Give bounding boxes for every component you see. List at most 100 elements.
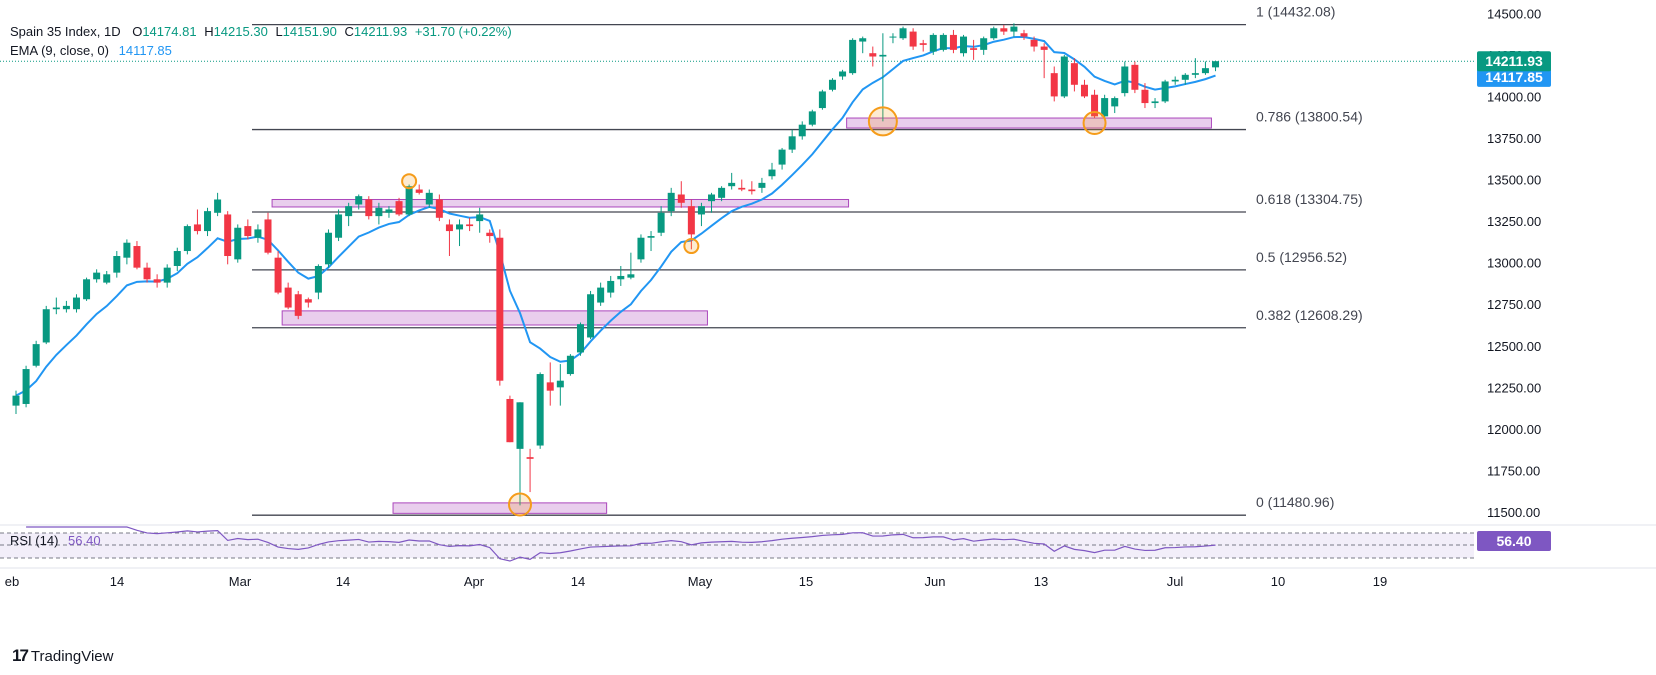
candle-body: [899, 28, 907, 39]
candle-body: [597, 287, 605, 303]
candle-body: [687, 206, 695, 235]
candle-body: [32, 344, 40, 366]
candle-body: [1010, 26, 1018, 32]
price-tick-label: 13250.00: [1487, 214, 1541, 229]
fib-level-label: 0.382 (12608.29): [1256, 307, 1363, 323]
candle-body: [435, 199, 443, 218]
highlight-circle: [683, 238, 700, 255]
open-label: O: [132, 24, 143, 39]
support-resistance-zone: [281, 310, 708, 326]
time-tick-label: Jun: [925, 574, 946, 589]
symbol-title[interactable]: Spain 35 Index, 1D: [10, 24, 121, 39]
candle-body: [1181, 74, 1189, 80]
candle-body: [798, 124, 806, 137]
time-tick-label: 14: [571, 574, 585, 589]
candle-body: [1080, 84, 1088, 97]
candle-body: [576, 324, 584, 353]
time-tick-label: 15: [799, 574, 813, 589]
candle-body: [1101, 98, 1109, 117]
candle-body: [778, 149, 786, 165]
candle-body: [788, 136, 796, 150]
candle-body: [869, 53, 877, 57]
candle-body: [284, 287, 292, 308]
rsi-legend: RSI (14) 56.40: [10, 533, 101, 548]
candle-body: [556, 380, 564, 388]
candle-body: [133, 246, 141, 268]
price-axis-bg: [1474, 0, 1656, 675]
candle-body: [1030, 39, 1038, 47]
time-tick-label: Jul: [1167, 574, 1184, 589]
candle-body: [758, 182, 766, 188]
candle-body: [163, 267, 171, 283]
candle-body: [1111, 98, 1119, 107]
candle-body: [214, 199, 222, 213]
candle-body: [22, 369, 30, 404]
candle-body: [375, 207, 383, 217]
candle-body: [980, 38, 988, 50]
candle-body: [425, 192, 433, 205]
candle-body: [627, 274, 635, 278]
candle-body: [304, 299, 312, 303]
candle-body: [1212, 61, 1220, 68]
price-tick-label: 12250.00: [1487, 380, 1541, 395]
ema-line: [15, 35, 1216, 397]
price-tick-label: 12000.00: [1487, 422, 1541, 437]
candle-body: [1060, 56, 1068, 97]
ema-price-tag: 14117.85: [1485, 69, 1543, 85]
candle-body: [1171, 79, 1179, 82]
candle-body: [748, 189, 756, 192]
candle-body: [476, 214, 484, 222]
candle-body: [405, 186, 413, 215]
candle-body: [466, 224, 474, 227]
candle-body: [83, 279, 91, 300]
candle-body: [103, 274, 111, 283]
candle-body: [264, 219, 272, 253]
support-resistance-zone: [392, 502, 608, 514]
candle-body: [1131, 64, 1139, 90]
candle-body: [173, 251, 181, 266]
candle-body: [637, 237, 645, 260]
time-tick-label: Apr: [464, 574, 485, 589]
ema-label[interactable]: EMA (9, close, 0): [10, 43, 109, 58]
candle-body: [294, 294, 302, 316]
candle-body: [516, 402, 524, 449]
candle-body: [496, 237, 504, 381]
candle-body: [1191, 73, 1199, 75]
candle-body: [72, 297, 80, 310]
rsi-label[interactable]: RSI (14): [10, 533, 59, 548]
change-value: +31.70 (+0.22%): [414, 24, 512, 39]
ohlc-legend: Spain 35 Index, 1D O14174.81 H14215.30 L…: [10, 24, 512, 39]
candle-body: [42, 309, 50, 343]
candle-body: [546, 382, 554, 391]
fib-level-label: 0.786 (13800.54): [1256, 109, 1363, 125]
candle-body: [324, 232, 332, 265]
fib-level-label: 1 (14432.08): [1256, 4, 1335, 20]
candle-body: [808, 111, 816, 125]
tradingview-brand[interactable]: 17 TradingView: [12, 646, 113, 666]
candle-body: [12, 395, 20, 406]
time-tick-label: 10: [1271, 574, 1285, 589]
candle-body: [274, 257, 282, 293]
candle-body: [445, 224, 453, 232]
candle-body: [607, 280, 615, 293]
candle-body: [506, 398, 514, 443]
candle-body: [990, 28, 998, 39]
candle-body: [62, 305, 70, 310]
candle-body: [657, 212, 665, 233]
candle-body: [697, 206, 705, 215]
candle-body: [224, 214, 232, 257]
candle-body: [1070, 63, 1078, 85]
open-value: 14174.81: [142, 24, 197, 39]
candle-body: [314, 265, 322, 293]
time-tick-label: 13: [1034, 574, 1048, 589]
candle-body: [1161, 81, 1169, 102]
highlight-circle: [1082, 111, 1107, 136]
candle-body: [123, 242, 131, 258]
ema-value: 14117.85: [118, 43, 172, 58]
candle-body: [566, 355, 574, 375]
time-tick-label: 14: [110, 574, 124, 589]
candle-body: [93, 272, 101, 280]
candle-body: [919, 43, 927, 45]
candle-body: [183, 226, 191, 252]
